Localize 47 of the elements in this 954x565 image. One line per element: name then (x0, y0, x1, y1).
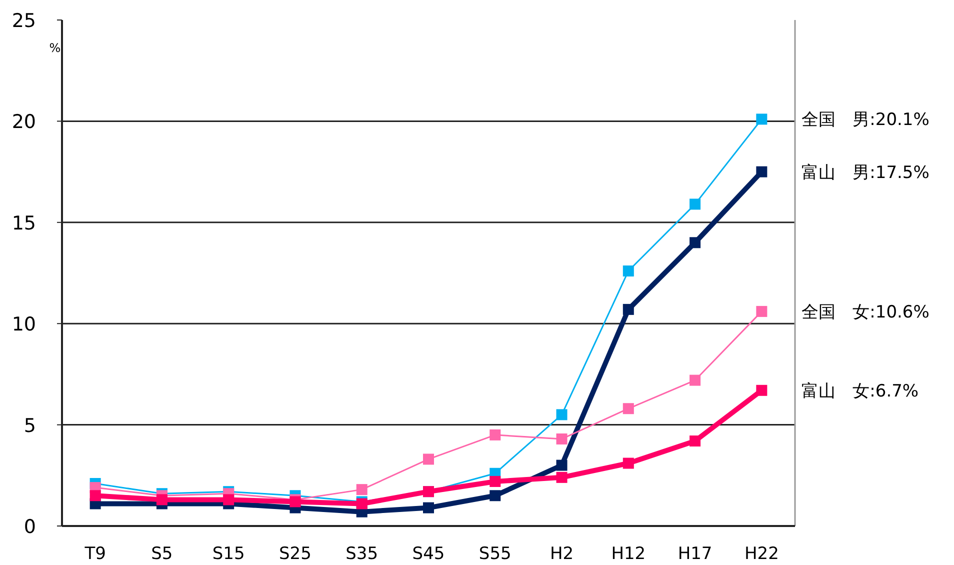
x-tick-label: H22 (744, 544, 779, 564)
x-tick-label: S35 (346, 544, 378, 564)
y-axis-title: % (49, 41, 61, 55)
point (756, 384, 768, 396)
y-tick-label: 25 (12, 10, 36, 32)
point (622, 304, 634, 315)
point (756, 114, 768, 125)
point (756, 166, 768, 178)
point (690, 237, 701, 248)
point (556, 433, 568, 444)
point (622, 403, 634, 414)
point (490, 429, 501, 440)
point (490, 490, 501, 502)
point (622, 265, 634, 276)
point (556, 409, 568, 420)
annotation: 全国 男:20.1% (802, 110, 930, 130)
x-tick-label: H12 (611, 544, 646, 564)
x-tick-label: H2 (550, 544, 574, 564)
point (690, 435, 701, 446)
y-tick-label: 10 (12, 314, 36, 336)
y-tick-label: 20 (12, 111, 36, 134)
annotation: 全国 女:10.6% (802, 302, 930, 322)
point (690, 374, 701, 386)
x-tick-label: S5 (151, 544, 173, 564)
y-tick-label: 5 (24, 414, 36, 437)
annotation: 富山 男:17.5% (802, 162, 930, 183)
point (423, 502, 434, 514)
annotation: 富山 女:6.7% (802, 381, 919, 402)
point (223, 494, 234, 506)
point (423, 454, 434, 465)
point (756, 306, 768, 317)
point (556, 472, 568, 483)
x-tick-label: S55 (478, 544, 512, 564)
x-tick-label: S45 (412, 544, 445, 564)
point (156, 494, 168, 506)
y-tick-label: 15 (12, 212, 36, 234)
point (490, 476, 501, 487)
point (690, 198, 701, 210)
x-tick-label: S15 (212, 544, 245, 564)
point (356, 484, 368, 496)
x-tick-label: H17 (678, 544, 712, 564)
x-tick-label: T9 (84, 544, 106, 564)
y-tick-label: 0 (24, 516, 36, 538)
point (622, 458, 634, 469)
point (556, 460, 568, 471)
x-tick-label: S25 (279, 544, 312, 564)
point (90, 490, 101, 502)
